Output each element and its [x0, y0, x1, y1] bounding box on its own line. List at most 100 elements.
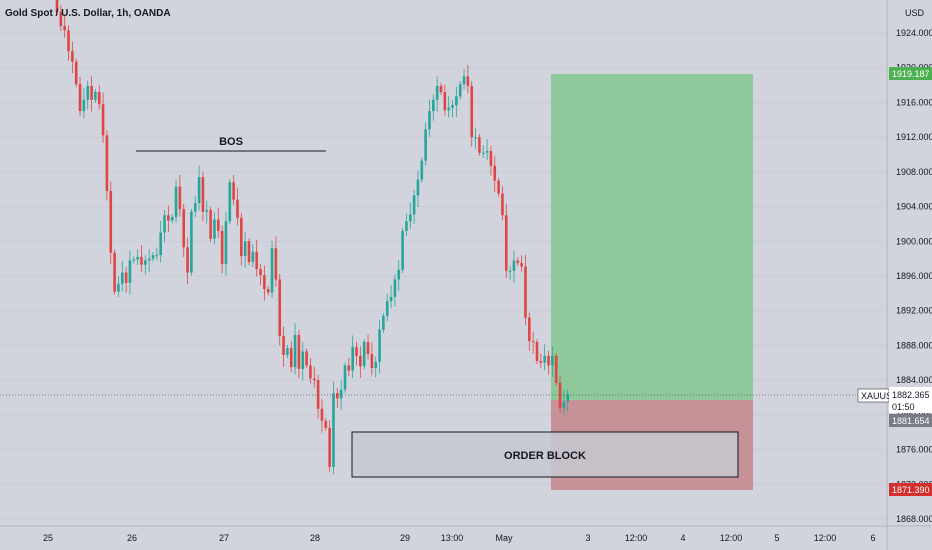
candle-bull: [197, 177, 201, 204]
svg-text:1871.390: 1871.390: [892, 485, 930, 495]
candle-bull: [205, 210, 209, 212]
svg-text:XAUUSD: XAUUSD: [861, 391, 899, 401]
candle-bear: [97, 92, 101, 105]
candle-bear: [247, 241, 251, 263]
candle-bull: [420, 160, 424, 180]
candle-bull: [474, 137, 477, 139]
candle-bull: [144, 260, 147, 265]
candle-bull: [389, 296, 393, 302]
candle-bull: [286, 348, 289, 355]
candle-bear: [501, 193, 504, 216]
candle-bear: [282, 335, 285, 355]
candle-bull: [332, 393, 335, 467]
candle-bear: [55, 0, 59, 13]
candle-bull: [408, 214, 412, 222]
time-tick-label: 5: [774, 533, 779, 543]
candle-bull: [447, 107, 450, 111]
candle-bull: [374, 361, 378, 368]
candle-bull: [424, 129, 427, 161]
candle-bull: [251, 251, 255, 263]
time-tick-label: 26: [127, 533, 137, 543]
candle-bull: [301, 351, 305, 369]
candle-bear: [274, 248, 278, 280]
candle-bear: [336, 393, 339, 399]
candle-bear: [67, 30, 70, 52]
time-tick-label: 6: [870, 533, 875, 543]
candle-bear: [140, 256, 143, 265]
candle-bear: [63, 26, 66, 31]
candle-bull: [458, 84, 462, 97]
candle-bull: [293, 335, 297, 368]
candle-bull: [401, 230, 404, 270]
candle-bear: [236, 199, 239, 218]
candle-bear: [182, 209, 186, 248]
candle-bear: [347, 365, 351, 371]
candle-bear: [324, 420, 328, 428]
time-tick-label: 4: [680, 533, 685, 543]
candle-bear: [528, 317, 531, 342]
candle-bull: [117, 283, 120, 292]
candle-bull: [86, 85, 90, 100]
candle-bear: [78, 84, 82, 112]
candle-bull: [543, 355, 546, 363]
order-block-zone[interactable]: [351, 431, 739, 478]
price-tick-label: 1912.000: [896, 132, 932, 142]
svg-text:1882.365: 1882.365: [892, 390, 930, 400]
candle-bear: [109, 190, 113, 253]
candle-bear: [320, 408, 324, 421]
candle-bull: [136, 256, 139, 260]
candle-bear: [101, 104, 105, 136]
entry-price-badge: 1881.654: [889, 414, 932, 427]
time-axis[interactable]: 25 26 27 28 29 13:00 May 3 12:00 4 12:00 5 12:00 6: [43, 533, 876, 543]
candle-bull: [566, 394, 570, 402]
candle-bear: [524, 266, 527, 318]
candle-bull: [382, 315, 385, 330]
candle-bear: [547, 355, 550, 366]
candle-bear: [255, 251, 258, 270]
price-axis[interactable]: 1924.0001920.0001916.0001912.0001908.000…: [896, 28, 932, 524]
candle-bear: [266, 289, 270, 293]
time-tick-label: 25: [43, 533, 53, 543]
candle-bull: [451, 105, 454, 108]
candle-bear: [259, 269, 262, 276]
candle-bull: [512, 260, 516, 271]
candle-bull: [481, 152, 485, 154]
time-tick-label: 12:00: [814, 533, 837, 543]
candle-bear: [297, 335, 301, 369]
candle-bear: [309, 365, 312, 379]
candle-bear: [497, 180, 500, 194]
candle-bear: [113, 252, 116, 292]
price-tick-label: 1904.000: [896, 202, 932, 212]
candle-bull: [190, 211, 193, 273]
chart-title: Gold Spot / U.S. Dollar, 1h, OANDA: [5, 8, 171, 19]
candle-bear: [278, 279, 282, 336]
svg-text:01:50: 01:50: [892, 402, 915, 412]
candle-bull: [94, 92, 97, 100]
price-tick-label: 1916.000: [896, 97, 932, 107]
candle-bear: [216, 219, 220, 231]
price-tick-label: 1900.000: [896, 236, 932, 246]
candle-bull: [412, 195, 416, 215]
candle-bear: [489, 151, 493, 166]
time-tick-label: 12:00: [720, 533, 743, 543]
candle-bear: [478, 137, 481, 153]
candle-bear: [359, 355, 362, 367]
candle-bear: [240, 217, 243, 257]
candle-bull: [120, 272, 124, 284]
candle-bull: [159, 232, 162, 256]
profit-zone[interactable]: [551, 74, 753, 400]
candle-bull: [508, 270, 512, 272]
price-tick-label: 1868.000: [896, 514, 932, 524]
price-tick-label: 1876.000: [896, 445, 932, 455]
candle-bear: [554, 355, 558, 383]
candle-bull: [213, 219, 216, 239]
candle-bull: [151, 255, 155, 259]
currency-label: USD: [905, 8, 925, 18]
bos-label: BOS: [219, 136, 243, 148]
candle-bear: [516, 260, 520, 263]
candle-bear: [443, 92, 447, 111]
candle-bear: [178, 186, 182, 210]
candle-bull: [562, 401, 566, 408]
